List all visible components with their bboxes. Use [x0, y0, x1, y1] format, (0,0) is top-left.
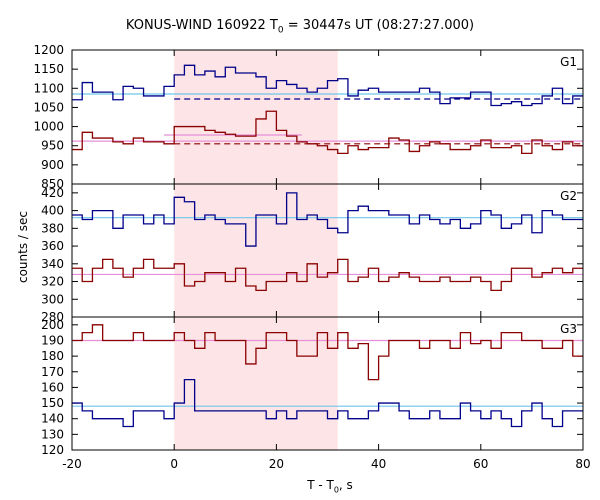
- y-tick-label: 950: [41, 139, 64, 153]
- x-tick-label: 0: [170, 457, 178, 471]
- chart-title: KONUS-WIND 160922 T0 = 30447s UT (08:27:…: [0, 18, 600, 36]
- y-tick-label: 200: [41, 318, 64, 332]
- y-tick-label: 1100: [33, 81, 64, 95]
- y-tick-label: 130: [41, 427, 64, 441]
- panel-label: G3: [560, 322, 577, 336]
- y-tick-label: 300: [41, 292, 64, 306]
- y-tick-label: 150: [41, 396, 64, 410]
- y-tick-label: 900: [41, 158, 64, 172]
- y-tick-label: 190: [41, 333, 64, 347]
- title-prefix: KONUS-WIND 160922 T: [125, 18, 278, 33]
- y-tick-label: 360: [41, 239, 64, 253]
- y-tick-label: 1000: [33, 120, 64, 134]
- y-tick-label: 1150: [33, 62, 64, 76]
- xlabel-prefix: T - T: [307, 478, 334, 492]
- y-tick-label: 120: [41, 443, 64, 457]
- y-tick-label: 850: [41, 177, 64, 191]
- y-tick-label: 400: [41, 204, 64, 218]
- y-tick-label: 1200: [33, 43, 64, 57]
- title-suffix: = 30447s UT (08:27:27.000): [283, 18, 475, 33]
- series-g3-1: [72, 378, 583, 428]
- panel-frame: [71, 316, 584, 451]
- x-axis-label: T - T0, s: [0, 478, 600, 494]
- y-tick-label: 1050: [33, 100, 64, 114]
- panel-g1: 850 900 950 1000 1050 1100 1150 1200 G1: [33, 43, 584, 191]
- series-g1-0: [72, 64, 583, 107]
- y-tick-label: 170: [41, 365, 64, 379]
- y-tick-label: 340: [41, 257, 64, 271]
- title-subscript: 0: [277, 25, 284, 36]
- x-tick-label: 60: [473, 457, 488, 471]
- shaded-interval: [174, 50, 338, 450]
- x-tick-label: 80: [575, 457, 590, 471]
- series-g2-0: [72, 192, 583, 247]
- y-tick-label: 380: [41, 221, 64, 235]
- x-tick-label: 20: [269, 457, 284, 471]
- y-tick-label: 180: [41, 349, 64, 363]
- y-tick-label: 140: [41, 412, 64, 426]
- panel-g2: 280 300 320 340 360 380 400 420 G2: [41, 183, 584, 324]
- y-tick-label: 420: [41, 186, 64, 200]
- y-tick-label: 320: [41, 275, 64, 289]
- y-tick-label: 160: [41, 380, 64, 394]
- series-g3-0: [72, 324, 583, 381]
- panel-label: G2: [560, 189, 577, 203]
- y-tick-label: 280: [41, 310, 64, 324]
- xlabel-suffix: , s: [338, 478, 353, 492]
- x-tick-label: 40: [371, 457, 386, 471]
- series-g1-1: [72, 110, 583, 155]
- series-g2-1: [72, 258, 583, 292]
- xlabel-subscript: 0: [333, 485, 339, 495]
- panel-label: G1: [560, 55, 577, 69]
- x-tick-label: -20: [62, 457, 82, 471]
